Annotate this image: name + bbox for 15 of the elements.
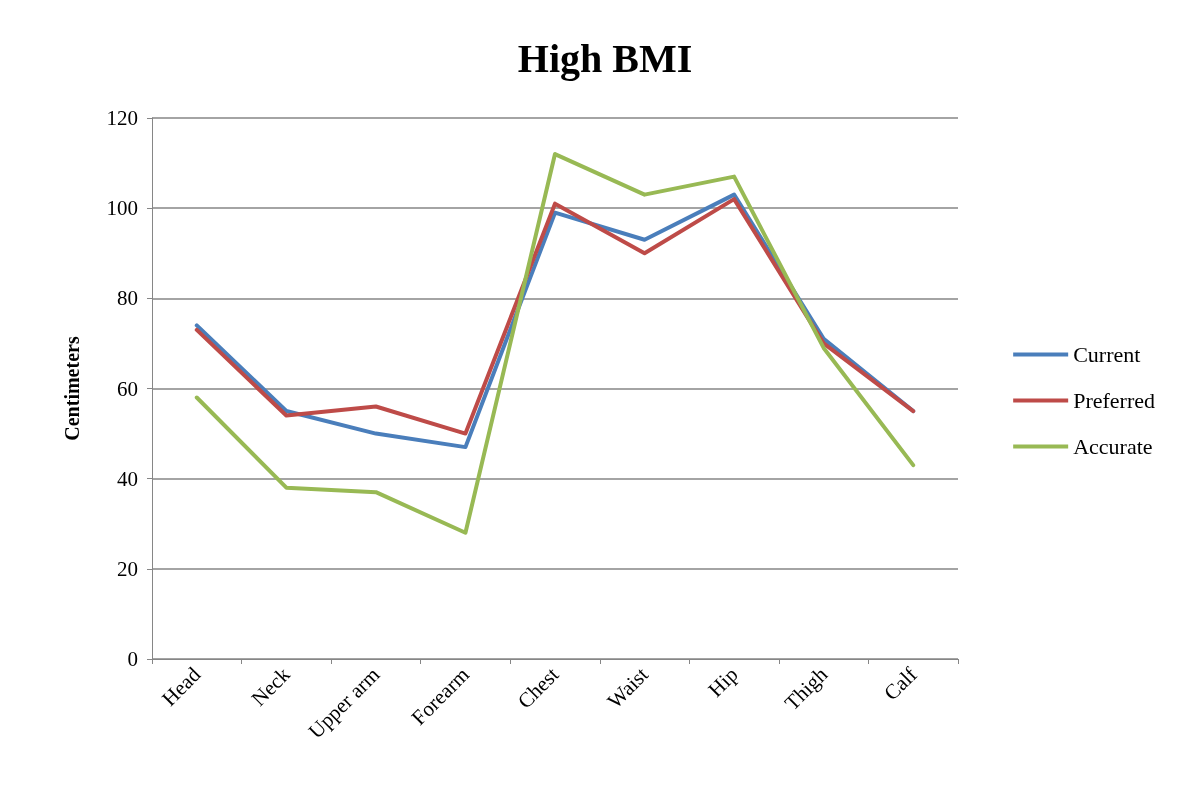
legend-label: Preferred — [1073, 388, 1156, 413]
x-tick-label: Hip — [703, 662, 743, 702]
line-series — [194, 152, 916, 535]
legend-label: Current — [1073, 342, 1141, 367]
x-tick-label: Calf — [879, 662, 922, 706]
y-tick-label: 20 — [117, 556, 138, 581]
y-tick-label: 40 — [117, 466, 138, 491]
y-tick-label: 60 — [117, 376, 138, 401]
legend-label: Accurate — [1073, 434, 1153, 459]
y-tick-label: 100 — [106, 196, 138, 221]
y-axis-title: Centimeters — [61, 336, 83, 441]
y-tick-label: 80 — [117, 286, 138, 311]
y-tick-label: 120 — [106, 106, 138, 130]
y-tick-label: 0 — [127, 647, 138, 671]
chart-title: High BMI — [517, 35, 693, 81]
